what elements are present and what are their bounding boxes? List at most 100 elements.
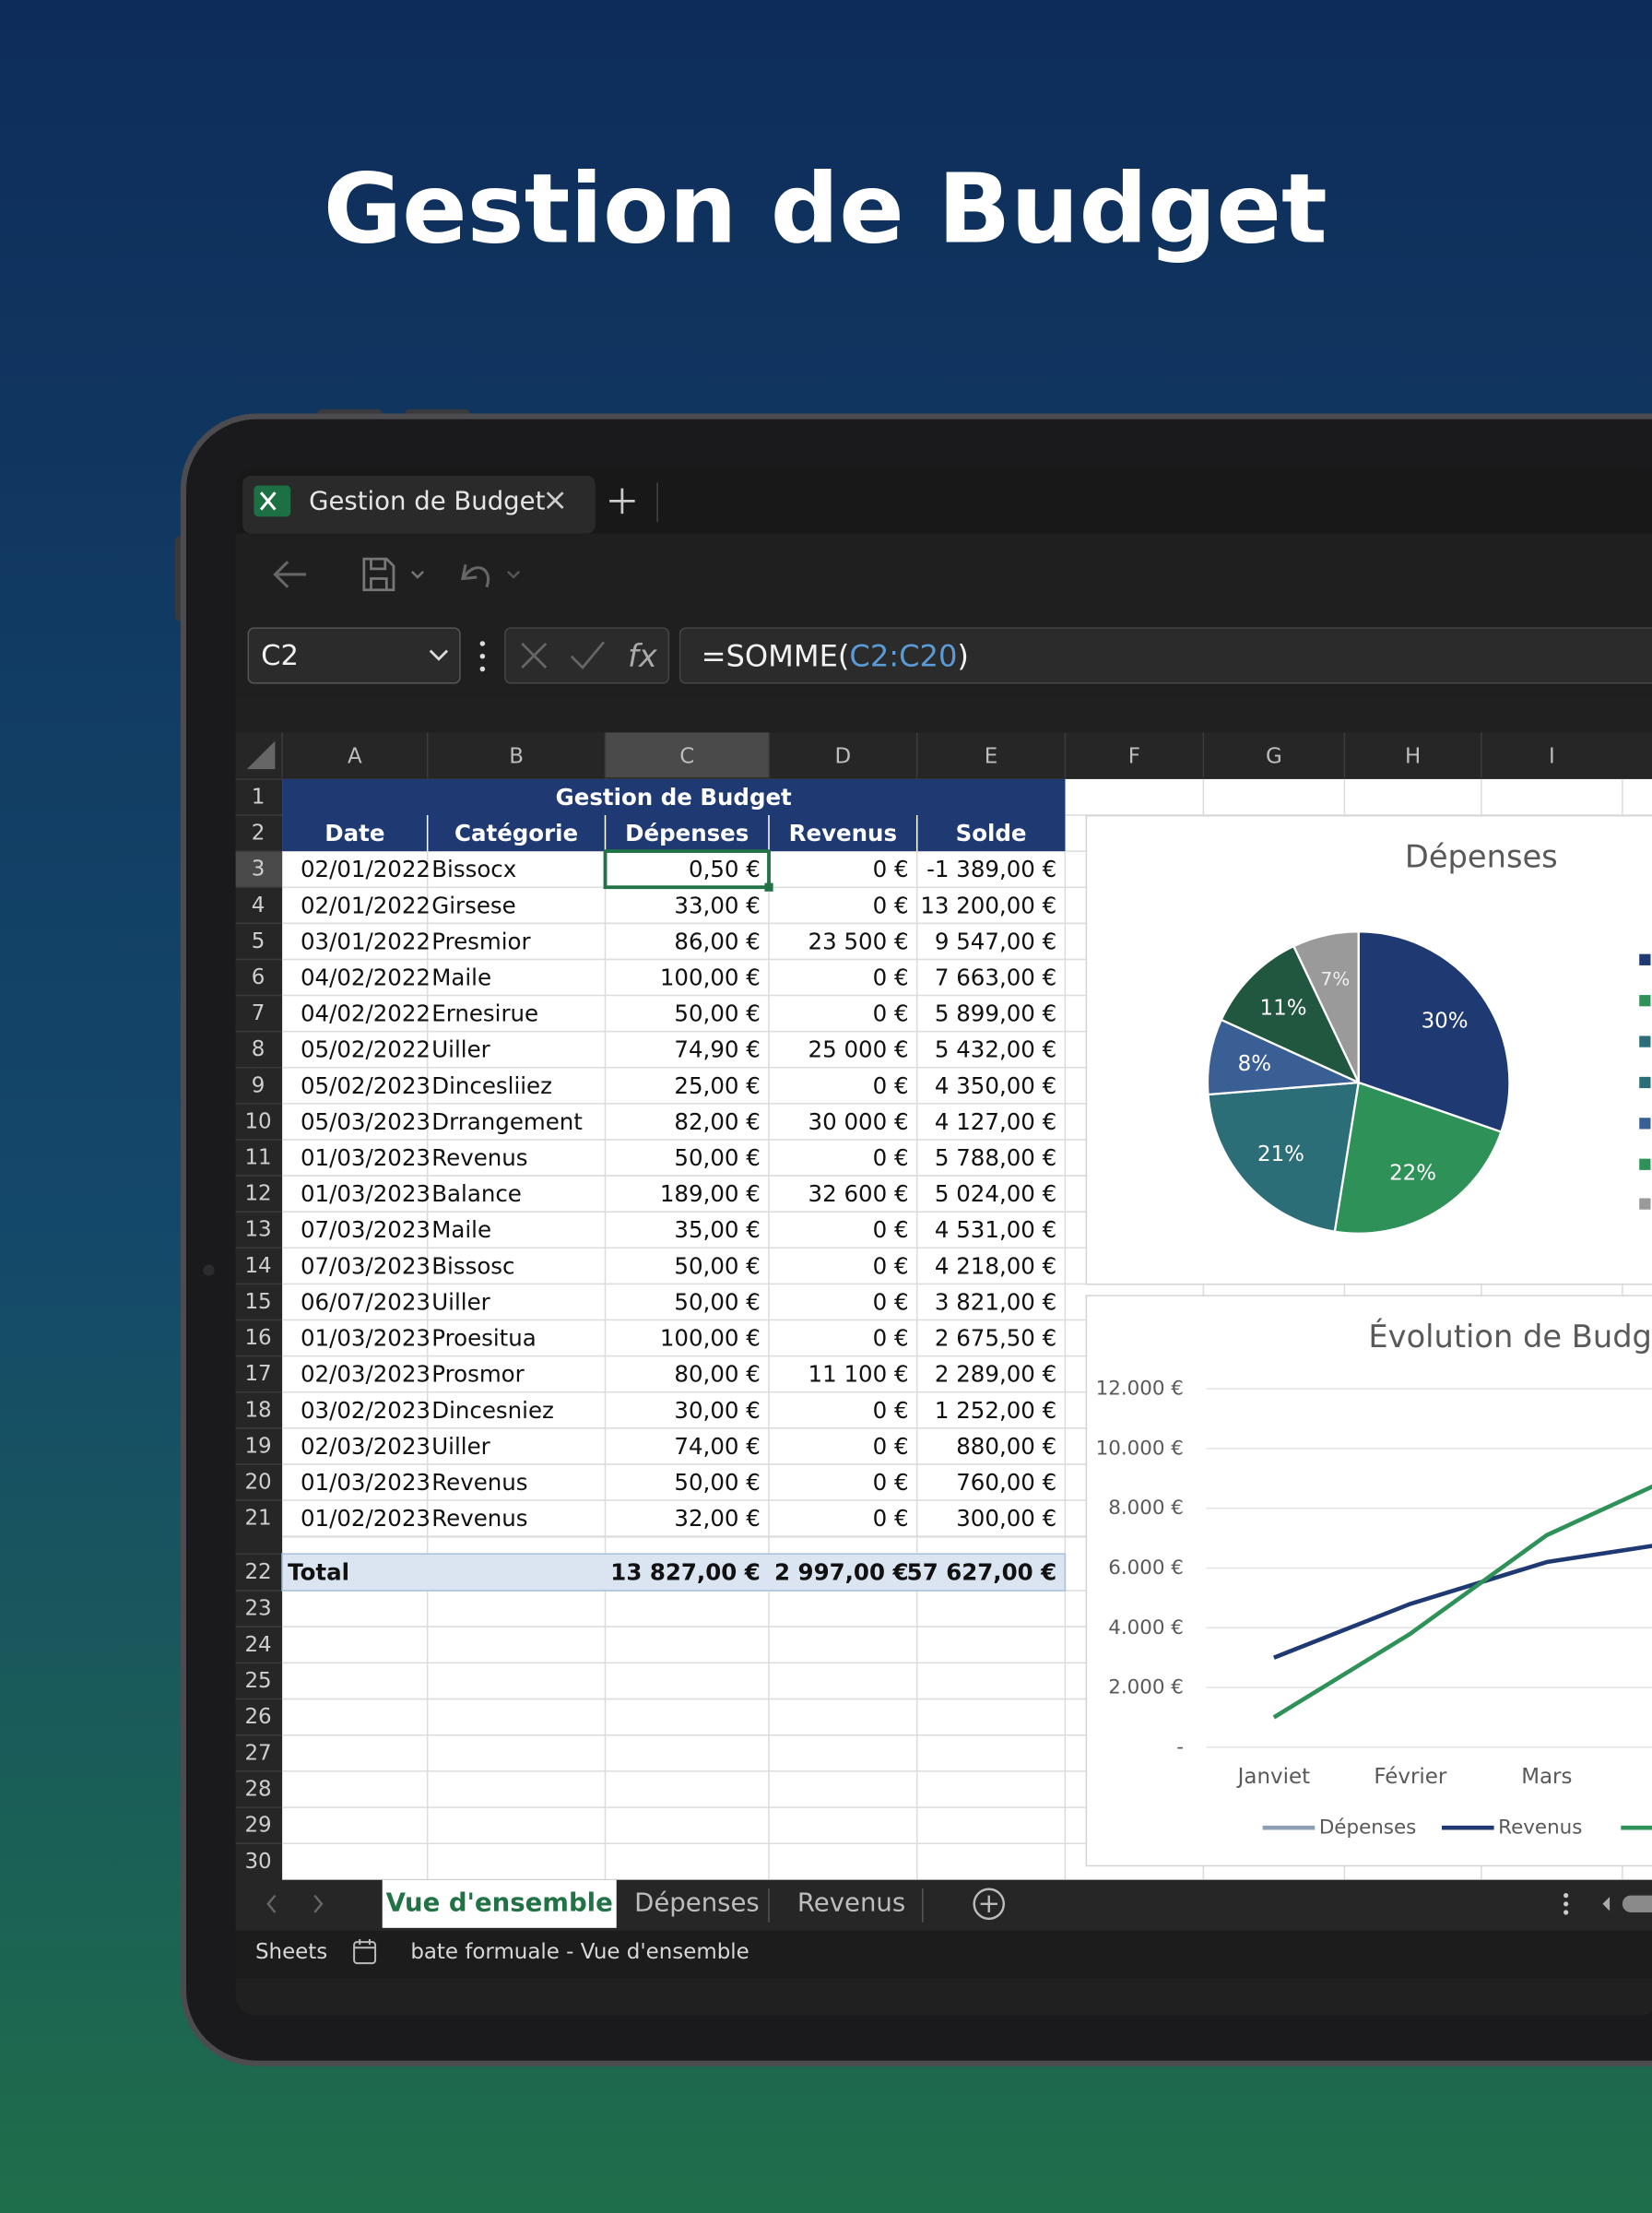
table-cell[interactable]: Uiller: [431, 1433, 490, 1460]
table-cell[interactable]: Revenus: [431, 1469, 527, 1496]
row-header[interactable]: 11: [244, 1146, 271, 1170]
table-cell[interactable]: Dincesliiez: [431, 1072, 552, 1099]
sheet-tab-active[interactable]: [382, 1879, 617, 1928]
table-cell[interactable]: 300,00 €: [956, 1505, 1056, 1532]
scroll-thumb[interactable]: [1622, 1895, 1652, 1912]
table-cell[interactable]: Balance: [431, 1180, 522, 1207]
table-cell[interactable]: Revenus: [431, 1144, 527, 1171]
table-cell[interactable]: 04/02/2022: [301, 964, 431, 990]
table-cell[interactable]: 0 €: [873, 1433, 909, 1460]
new-tab[interactable]: [609, 488, 635, 515]
sheet-tab[interactable]: Revenus: [797, 1888, 905, 1917]
table-cell[interactable]: 0 €: [873, 1469, 909, 1496]
close-tab[interactable]: [546, 491, 564, 509]
table-cell[interactable]: 80,00 €: [674, 1361, 760, 1388]
table-cell[interactable]: Maile: [431, 964, 491, 990]
table-cell[interactable]: 03/01/2022: [301, 928, 431, 954]
table-cell[interactable]: 0 €: [873, 1072, 909, 1099]
table-cell[interactable]: Uiller: [431, 1288, 490, 1315]
table-cell[interactable]: 82,00 €: [674, 1108, 760, 1135]
name-box[interactable]: [247, 627, 461, 684]
table-cell[interactable]: -1 389,00 €: [926, 856, 1056, 882]
table-cell[interactable]: 50,00 €: [674, 1000, 760, 1027]
table-cell[interactable]: 4 350,00 €: [935, 1072, 1056, 1099]
table-cell[interactable]: Dincesniez: [431, 1397, 554, 1424]
table-cell[interactable]: Girsese: [431, 892, 515, 918]
save-dropdown[interactable]: [410, 571, 424, 579]
row-header[interactable]: 3: [252, 858, 266, 882]
table-cell[interactable]: Prosmor: [431, 1361, 525, 1388]
table-cell[interactable]: 05/03/2023: [301, 1108, 431, 1135]
table-cell[interactable]: 25,00 €: [674, 1072, 760, 1099]
table-cell[interactable]: 01/03/2023: [301, 1144, 431, 1171]
table-cell[interactable]: 5 024,00 €: [935, 1180, 1056, 1207]
table-cell[interactable]: 30,00 €: [674, 1397, 760, 1424]
table-cell[interactable]: Ernesirue: [431, 1000, 538, 1027]
table-cell[interactable]: 2 675,50 €: [935, 1325, 1056, 1352]
select-all[interactable]: [246, 740, 276, 770]
table-cell[interactable]: Presmior: [431, 928, 531, 954]
column-header[interactable]: G: [1266, 744, 1282, 768]
table-cell[interactable]: 0 €: [873, 1397, 909, 1424]
table-cell[interactable]: 02/01/2022: [301, 856, 431, 882]
table-cell[interactable]: 0 €: [873, 856, 909, 882]
row-header[interactable]: 14: [244, 1254, 271, 1278]
scroll-right[interactable]: [313, 1894, 324, 1913]
table-cell[interactable]: 02/01/2022: [301, 892, 431, 918]
table-cell[interactable]: 05/02/2022: [301, 1036, 431, 1063]
row-header[interactable]: 16: [244, 1326, 271, 1350]
table-cell[interactable]: 04/02/2022: [301, 1000, 431, 1027]
table-cell[interactable]: 01/03/2023: [301, 1180, 431, 1207]
table-cell[interactable]: 86,00 €: [674, 928, 760, 954]
table-cell[interactable]: 0 €: [873, 964, 909, 990]
table-cell[interactable]: 25 000 €: [808, 1036, 909, 1063]
table-cell[interactable]: 2 289,00 €: [935, 1361, 1056, 1388]
table-cell[interactable]: 01/03/2023: [301, 1325, 431, 1352]
row-header[interactable]: 18: [244, 1398, 271, 1422]
table-cell[interactable]: Bissosc: [431, 1252, 514, 1279]
row-header[interactable]: 13: [244, 1218, 271, 1242]
table-cell[interactable]: 07/03/2023: [301, 1216, 431, 1243]
confirm-button[interactable]: [570, 641, 606, 670]
table-cell[interactable]: 50,00 €: [674, 1252, 760, 1279]
row-header[interactable]: 26: [244, 1705, 271, 1729]
row-header[interactable]: 19: [244, 1434, 271, 1458]
row-header[interactable]: 7: [252, 1001, 266, 1025]
table-cell[interactable]: 05/02/2023: [301, 1072, 431, 1099]
row-header[interactable]: 20: [244, 1470, 271, 1494]
table-cell[interactable]: 30 000 €: [808, 1108, 909, 1135]
table-cell[interactable]: 0 €: [873, 1288, 909, 1315]
browser-tab[interactable]: [242, 475, 596, 534]
table-cell[interactable]: 0,50 €: [689, 856, 761, 882]
row-header[interactable]: 23: [244, 1597, 271, 1621]
column-header[interactable]: A: [348, 744, 362, 768]
column-header[interactable]: F: [1128, 744, 1140, 768]
table-cell[interactable]: 0 €: [873, 1216, 909, 1243]
column-header[interactable]: E: [985, 744, 997, 768]
table-cell[interactable]: 11 100 €: [808, 1361, 909, 1388]
row-header[interactable]: 8: [252, 1037, 266, 1061]
table-cell[interactable]: Bissocx: [431, 856, 516, 882]
table-cell[interactable]: Drrangement: [431, 1108, 583, 1135]
row-header[interactable]: 15: [244, 1290, 271, 1314]
table-cell[interactable]: 880,00 €: [956, 1433, 1056, 1460]
table-cell[interactable]: 0 €: [873, 1505, 909, 1532]
table-cell[interactable]: 33,00 €: [674, 892, 760, 918]
scroll-left[interactable]: [266, 1894, 277, 1913]
column-header[interactable]: I: [1549, 744, 1555, 768]
row-header[interactable]: 9: [252, 1073, 266, 1097]
sheet-tab[interactable]: Dépenses: [634, 1888, 760, 1917]
table-cell[interactable]: 4 531,00 €: [935, 1216, 1056, 1243]
table-cell[interactable]: 01/03/2023: [301, 1469, 431, 1496]
row-header[interactable]: 1: [252, 785, 266, 809]
table-cell[interactable]: 13 200,00 €: [920, 892, 1056, 918]
sheet-tab[interactable]: Vue d'ensemble: [386, 1888, 613, 1917]
row-header[interactable]: 30: [244, 1850, 271, 1874]
table-cell[interactable]: 74,90 €: [674, 1036, 760, 1063]
table-cell[interactable]: 9 547,00 €: [935, 928, 1056, 954]
table-cell[interactable]: 4 127,00 €: [935, 1108, 1056, 1135]
row-header[interactable]: 21: [244, 1507, 271, 1531]
row-header[interactable]: 25: [244, 1669, 271, 1693]
table-cell[interactable]: 01/02/2023: [301, 1505, 431, 1532]
back-button[interactable]: [273, 561, 307, 588]
